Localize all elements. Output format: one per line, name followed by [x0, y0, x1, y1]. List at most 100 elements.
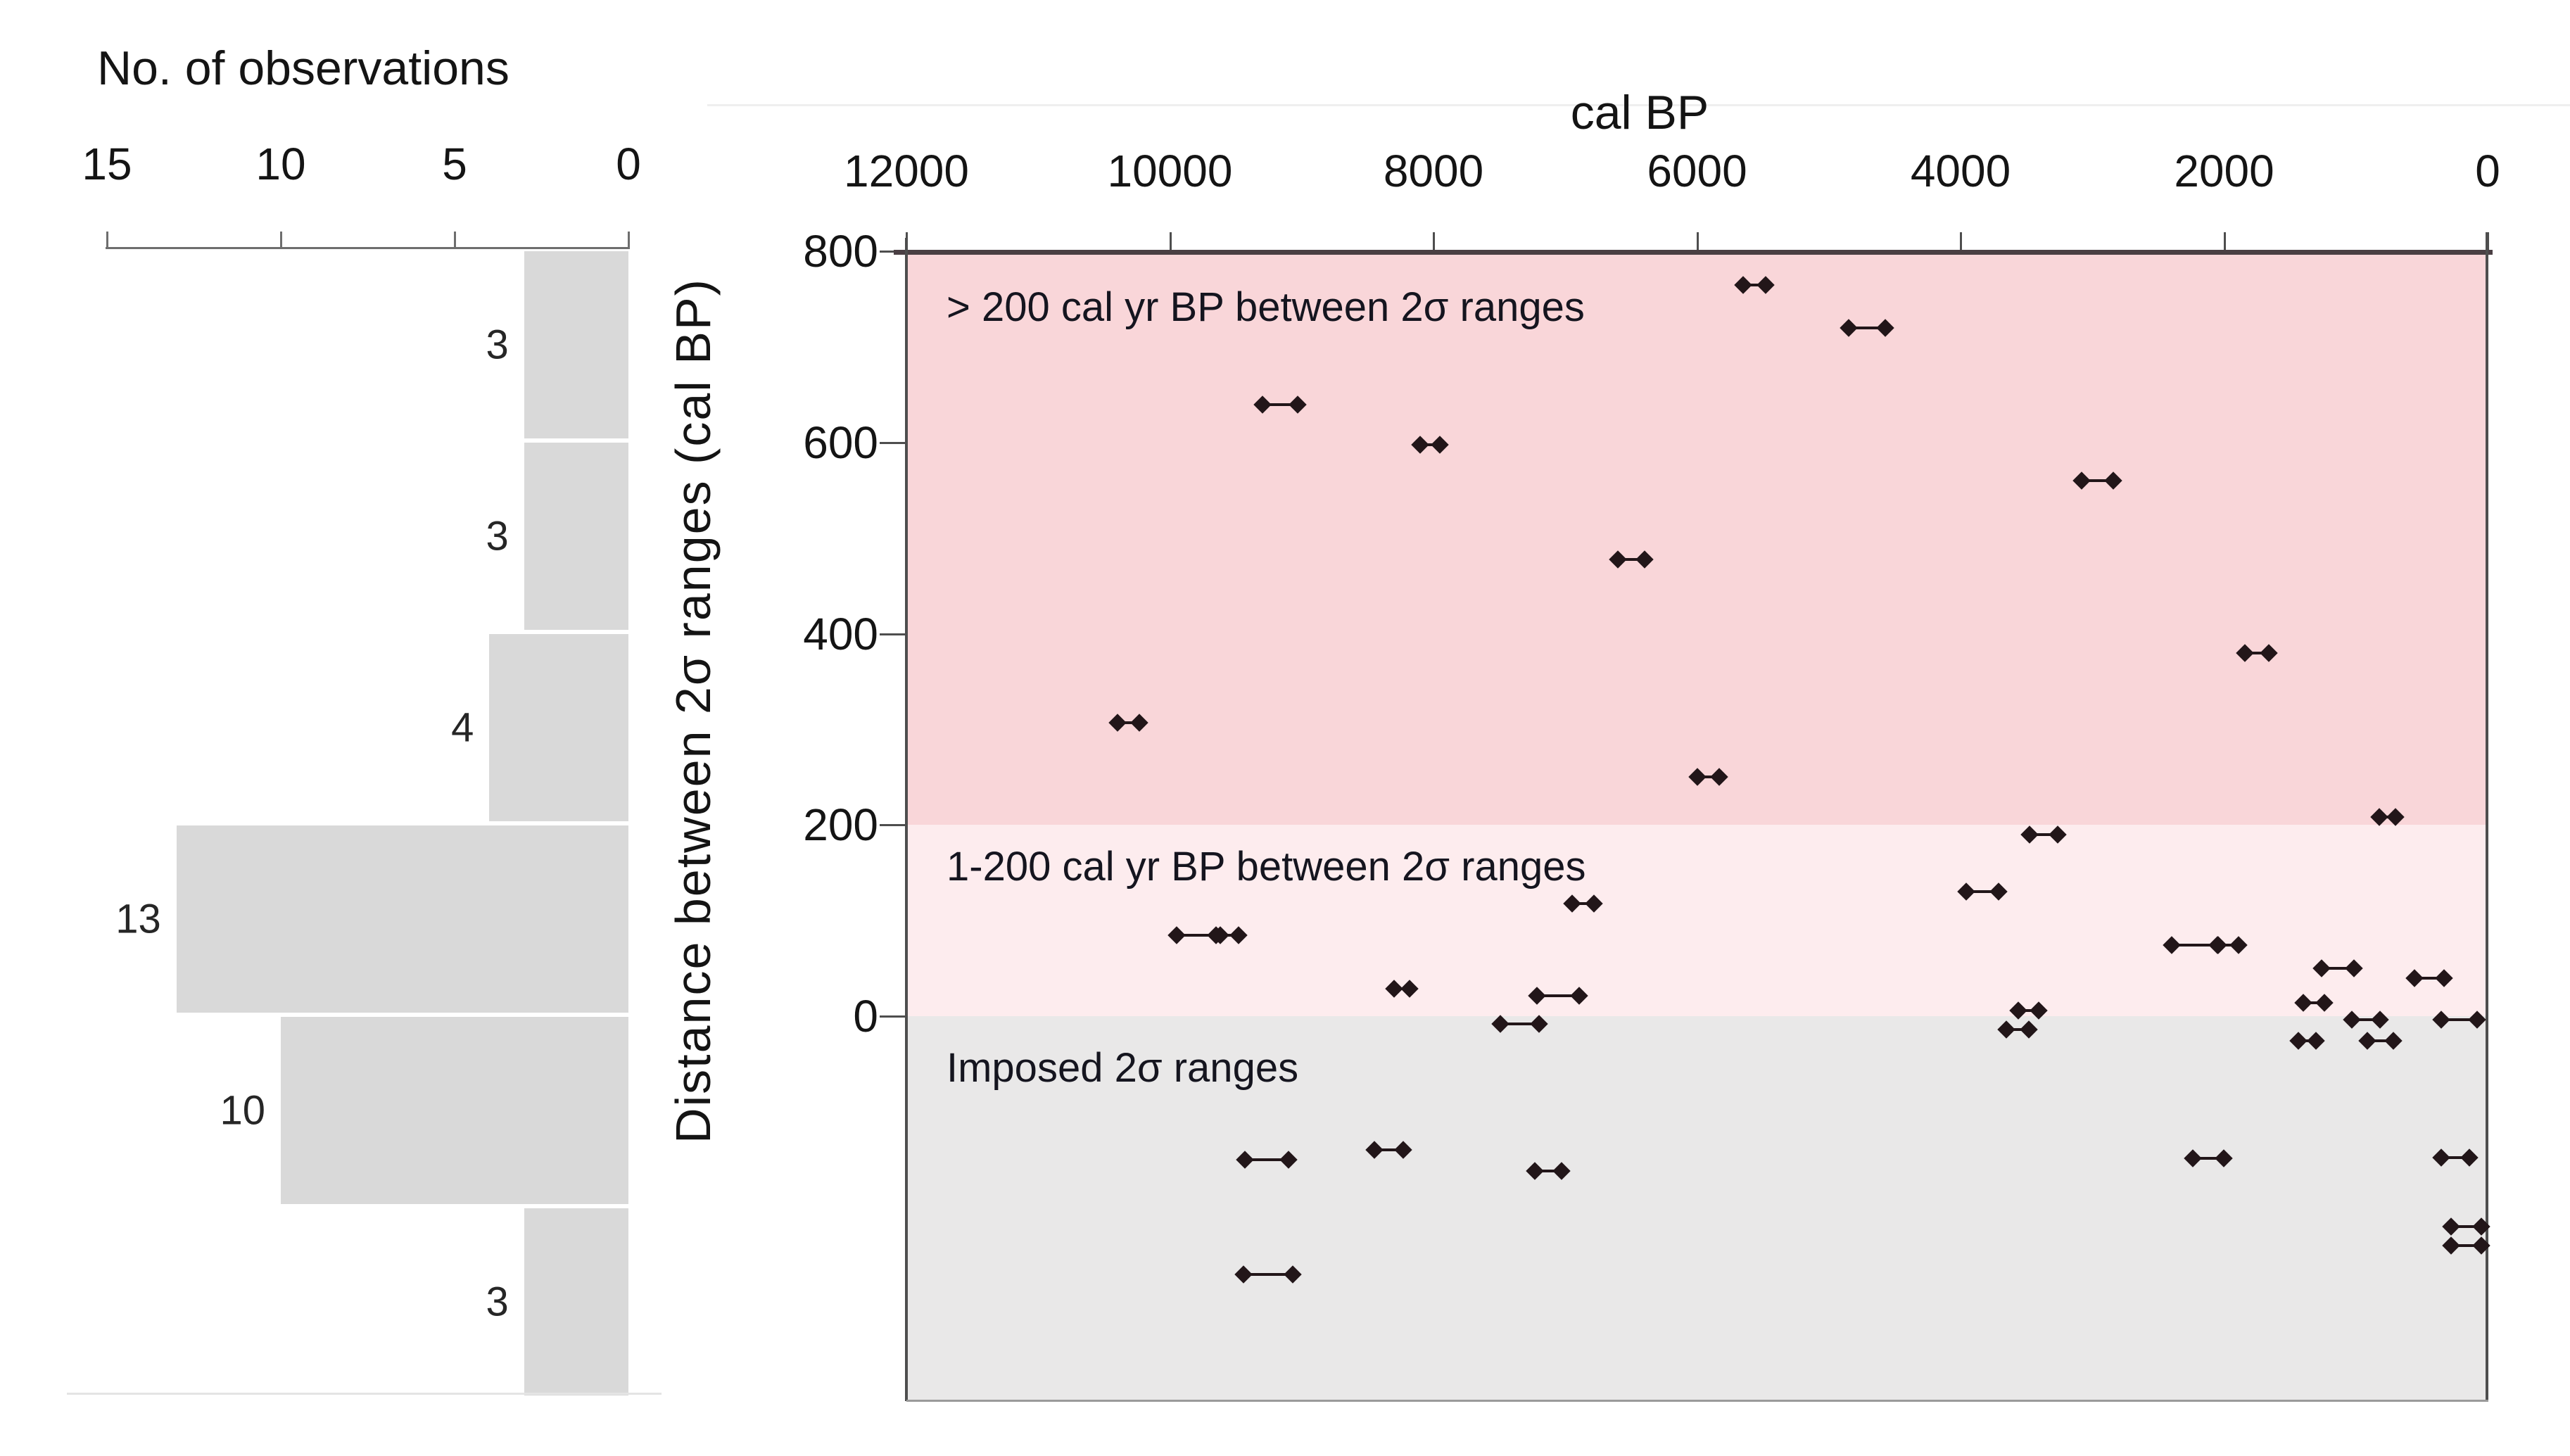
- range-marker: [2343, 1011, 2390, 1030]
- range-end-diamond-icon: [1229, 925, 1248, 944]
- range-marker: [1840, 319, 1894, 337]
- range-start-diamond-icon: [1365, 1141, 1384, 1159]
- range-start-diamond-icon: [1234, 1265, 1253, 1284]
- range-end-diamond-icon: [2215, 1149, 2234, 1168]
- scatter-y-tick-label: 0: [853, 991, 878, 1042]
- range-start-diamond-icon: [2431, 1011, 2450, 1030]
- range-start-diamond-icon: [2405, 968, 2424, 987]
- range-start-diamond-icon: [1526, 1162, 1544, 1180]
- histogram-bar: [524, 251, 628, 438]
- range-end-diamond-icon: [2030, 1001, 2049, 1020]
- range-line: [2029, 833, 2058, 836]
- range-marker: [1957, 882, 2008, 901]
- range-line: [2414, 976, 2445, 980]
- range-end-diamond-icon: [2468, 1011, 2486, 1030]
- range-line: [1571, 901, 1595, 905]
- range-end-diamond-icon: [1570, 987, 1588, 1006]
- scatter-x-tick-label: 8000: [1383, 146, 1484, 196]
- histogram-bar-value: 3: [486, 322, 509, 368]
- range-start-diamond-icon: [2236, 644, 2255, 662]
- range-end-diamond-icon: [1710, 768, 1729, 787]
- range-start-diamond-icon: [1528, 987, 1546, 1006]
- range-end-diamond-icon: [2048, 825, 2067, 844]
- histogram-tick-label: 10: [255, 139, 306, 189]
- range-marker: [2162, 936, 2227, 955]
- range-end-diamond-icon: [2471, 1217, 2490, 1236]
- range-marker: [1385, 979, 1419, 998]
- range-marker: [1234, 1265, 1302, 1284]
- scatter-x-tick-label: 0: [2475, 146, 2500, 196]
- histogram-tick-label: 5: [442, 139, 467, 189]
- figure-faint-border: [707, 104, 2570, 106]
- range-end-diamond-icon: [2471, 1236, 2490, 1255]
- range-start-diamond-icon: [2312, 959, 2331, 977]
- range-start-diamond-icon: [2289, 1032, 2308, 1051]
- range-marker: [2289, 1032, 2325, 1051]
- scatter-y-axis-label: Distance between 2σ ranges (cal BP): [666, 278, 721, 1144]
- range-start-diamond-icon: [2020, 825, 2039, 844]
- scatter-band-label: 1-200 cal yr BP between 2σ ranges: [947, 844, 1586, 890]
- scatter-band-label: Imposed 2σ ranges: [947, 1045, 1299, 1091]
- range-line: [1419, 443, 1441, 446]
- range-end-diamond-icon: [2386, 808, 2405, 827]
- scatter-band: [906, 1016, 2488, 1401]
- scatter-band: [906, 825, 2488, 1016]
- range-line: [1219, 933, 1239, 937]
- range-start-diamond-icon: [1609, 550, 1627, 569]
- histogram-bar: [489, 634, 628, 821]
- range-end-diamond-icon: [1530, 1015, 1548, 1033]
- range-line: [2450, 1244, 2482, 1248]
- range-start-diamond-icon: [2432, 1148, 2451, 1167]
- range-end-diamond-icon: [1876, 319, 1894, 337]
- histogram-tick: [628, 232, 630, 247]
- scatter-y-tick-label: 200: [803, 799, 878, 851]
- range-line: [1500, 1022, 1540, 1025]
- range-line: [2244, 651, 2270, 654]
- range-start-diamond-icon: [2009, 1001, 2028, 1020]
- range-end-diamond-icon: [1431, 435, 1450, 454]
- range-start-diamond-icon: [1734, 276, 1752, 294]
- range-line: [1373, 1148, 1404, 1152]
- range-start-diamond-icon: [2441, 1236, 2460, 1255]
- scatter-x-tick: [1433, 232, 1435, 251]
- range-start-diamond-icon: [1236, 1151, 1254, 1169]
- range-end-diamond-icon: [2260, 644, 2278, 662]
- scatter-left-axis-line: [905, 238, 908, 1401]
- range-start-diamond-icon: [1411, 435, 1429, 454]
- histogram-bar: [176, 825, 628, 1013]
- range-start-diamond-icon: [1491, 1015, 1510, 1033]
- range-end-diamond-icon: [2384, 1032, 2403, 1051]
- histogram-tick-label: 0: [616, 139, 641, 189]
- histogram-title: No. of observations: [97, 42, 509, 95]
- scatter-bottom-axis-line: [906, 1400, 2488, 1402]
- range-end-diamond-icon: [1289, 395, 1307, 414]
- range-marker: [1365, 1141, 1412, 1159]
- range-end-diamond-icon: [1552, 1162, 1571, 1180]
- range-line: [1966, 890, 2000, 894]
- histogram-axis-line: [106, 247, 630, 249]
- scatter-x-tick-label: 10000: [1107, 146, 1233, 196]
- scatter-y-tick: [880, 251, 906, 253]
- range-line: [2018, 1008, 2040, 1012]
- range-marker: [1210, 925, 1248, 944]
- scatter-x-axis-title: cal BP: [1570, 86, 1709, 139]
- range-end-diamond-icon: [1635, 550, 1654, 569]
- range-line: [1244, 1158, 1289, 1161]
- range-end-diamond-icon: [2371, 1011, 2390, 1030]
- range-start-diamond-icon: [2343, 1011, 2361, 1030]
- range-start-diamond-icon: [1167, 925, 1186, 944]
- range-start-diamond-icon: [1840, 319, 1858, 337]
- range-line: [2005, 1028, 2030, 1032]
- range-end-diamond-icon: [2104, 471, 2122, 490]
- range-marker: [1734, 276, 1775, 294]
- range-marker: [2431, 1011, 2486, 1030]
- scatter-band-label: > 200 cal yr BP between 2σ ranges: [947, 284, 1585, 330]
- range-start-diamond-icon: [2294, 994, 2312, 1012]
- scatter-x-tick: [1696, 232, 1699, 251]
- histogram-tick: [280, 232, 282, 247]
- range-start-diamond-icon: [2183, 1149, 2202, 1168]
- range-line: [2321, 967, 2355, 970]
- range-line: [2217, 944, 2240, 947]
- histogram-tick: [454, 232, 456, 247]
- scatter-x-tick: [2223, 232, 2226, 251]
